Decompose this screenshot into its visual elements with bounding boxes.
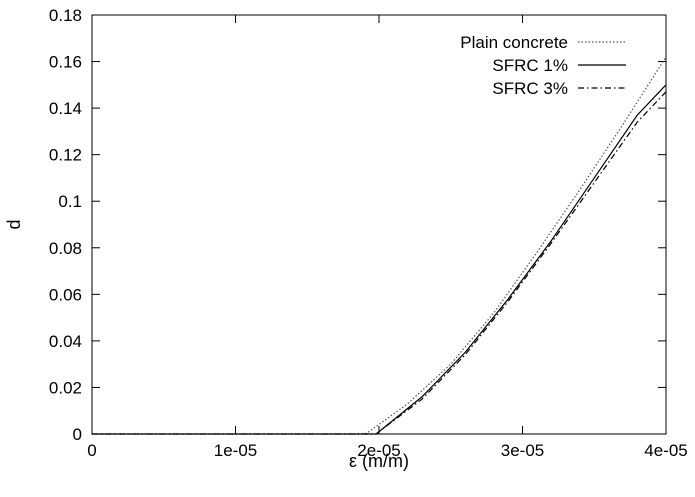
y-axis-label: d (4, 219, 24, 229)
y-tick-label: 0 (73, 425, 82, 444)
plot-frame-layer (91, 14, 667, 435)
series-line-1 (92, 56, 667, 435)
x-tick-label: 1e-05 (214, 441, 257, 460)
legend: Plain concrete SFRC 1% SFRC 3% (460, 33, 626, 98)
series-layer (92, 56, 667, 435)
labels-layer: ε (m/m) d (4, 219, 409, 471)
y-tick-label: 0.04 (49, 332, 82, 351)
y-tick-label: 0.14 (49, 99, 82, 118)
legend-label: SFRC 1% (492, 56, 568, 75)
series-line-3 (92, 91, 667, 435)
ticks-layer: 0 1e-05 2e-05 3e-05 4e-05 0 0.02 0.04 0.06 0.08 0.… (49, 6, 688, 460)
y-tick-label: 0.1 (58, 192, 82, 211)
legend-label: SFRC 3% (492, 79, 568, 98)
x-axis-label: ε (m/m) (349, 451, 409, 471)
y-tick-label: 0.08 (49, 239, 82, 258)
x-tick-label: 2e-05 (357, 441, 400, 460)
plot-border (91, 14, 667, 435)
y-tick-label: 0.12 (49, 146, 82, 165)
y-tick-label: 0.16 (49, 53, 82, 72)
x-tick-label: 0 (87, 441, 96, 460)
y-tick-label: 0.06 (49, 285, 82, 304)
x-tick-label: 3e-05 (501, 441, 544, 460)
x-tick-label: 4e-05 (644, 441, 687, 460)
y-tick-label: 0.18 (49, 6, 82, 25)
y-tick-label: 0.02 (49, 378, 82, 397)
legend-label: Plain concrete (460, 33, 568, 52)
series-line-2 (92, 84, 667, 435)
